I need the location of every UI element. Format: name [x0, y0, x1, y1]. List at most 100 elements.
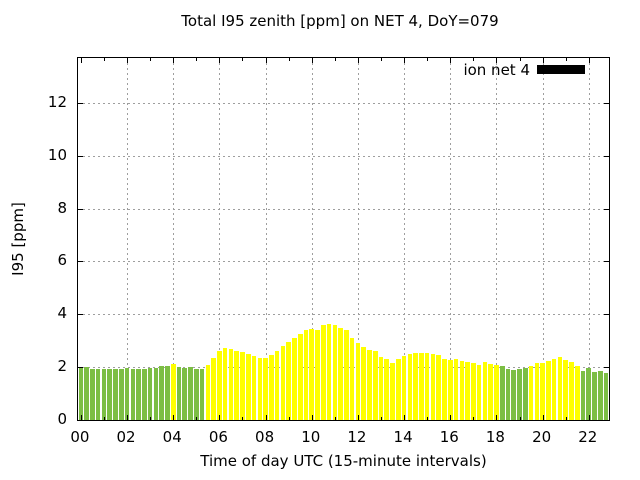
- bar: [286, 341, 291, 420]
- legend-swatch: [537, 65, 585, 74]
- bar: [176, 366, 182, 420]
- x-tick-bottom: [496, 415, 498, 420]
- x-tick-bottom: [427, 417, 429, 420]
- x-tick-top: [588, 58, 590, 63]
- x-tick-label: 04: [162, 428, 182, 446]
- bar: [245, 354, 251, 420]
- x-tick-bottom: [450, 415, 452, 420]
- gridline-vertical: [173, 58, 175, 420]
- x-tick-top: [450, 58, 452, 63]
- x-tick-label: 20: [532, 428, 552, 446]
- bar: [367, 349, 372, 420]
- bar: [471, 363, 476, 420]
- bar: [147, 368, 153, 420]
- gridline-horizontal: [78, 208, 609, 210]
- bar: [557, 357, 563, 420]
- x-tick-bottom: [103, 417, 105, 420]
- bar: [396, 358, 401, 420]
- x-tick-top: [288, 58, 290, 61]
- bar: [574, 366, 580, 420]
- bar: [442, 358, 447, 420]
- x-tick-label: 00: [70, 428, 90, 446]
- bar: [188, 367, 193, 420]
- bar: [603, 372, 609, 420]
- x-tick-bottom: [219, 415, 221, 420]
- bar: [170, 363, 176, 420]
- bar: [534, 362, 540, 420]
- bar: [419, 353, 424, 420]
- bar: [569, 362, 574, 420]
- bar: [540, 363, 545, 420]
- gridline-vertical: [219, 58, 221, 420]
- gridline-vertical: [542, 58, 544, 420]
- x-tick-top: [427, 58, 429, 61]
- x-tick-top: [80, 58, 82, 63]
- x-tick-bottom: [357, 415, 359, 420]
- bar: [499, 366, 505, 420]
- x-tick-bottom: [519, 417, 521, 420]
- x-tick-top: [127, 58, 129, 63]
- bar: [598, 370, 603, 420]
- bar: [165, 365, 170, 420]
- x-tick-top: [404, 58, 406, 63]
- x-tick-bottom: [404, 415, 406, 420]
- bar: [234, 350, 240, 420]
- bar: [211, 358, 216, 420]
- bar: [563, 360, 568, 420]
- x-tick-top: [496, 58, 498, 63]
- bar: [95, 369, 101, 420]
- bar: [528, 365, 534, 420]
- y-tick-label: 2: [57, 357, 67, 376]
- bar: [482, 362, 488, 420]
- x-tick-bottom: [242, 417, 244, 420]
- bar: [303, 330, 309, 420]
- bar: [580, 371, 586, 420]
- x-tick-label: 08: [255, 428, 275, 446]
- gridline-vertical: [588, 58, 590, 420]
- y-tick-left: [78, 155, 83, 157]
- x-tick-top: [219, 58, 221, 63]
- gridline-vertical: [496, 58, 498, 420]
- bar: [142, 369, 147, 420]
- bar: [338, 327, 343, 420]
- x-tick-bottom: [288, 417, 290, 420]
- x-tick-bottom: [381, 417, 383, 420]
- bar: [447, 359, 453, 420]
- x-tick-top: [542, 58, 544, 63]
- y-tick-right: [604, 261, 609, 263]
- gridline-vertical: [265, 58, 267, 420]
- y-tick-label: 4: [57, 304, 67, 323]
- x-tick-bottom: [127, 415, 129, 420]
- bar: [465, 361, 470, 420]
- x-tick-bottom: [565, 417, 567, 420]
- y-tick-label: 10: [47, 145, 67, 164]
- y-tick-right: [604, 208, 609, 210]
- x-tick-label: 06: [208, 428, 228, 446]
- y-tick-left: [78, 367, 83, 369]
- x-tick-top: [381, 58, 383, 61]
- x-tick-top: [473, 58, 475, 61]
- x-tick-bottom: [473, 417, 475, 420]
- x-tick-bottom: [311, 415, 313, 420]
- y-tick-right: [604, 155, 609, 157]
- x-tick-label: 10: [301, 428, 321, 446]
- x-tick-top: [311, 58, 313, 63]
- bar: [84, 367, 89, 420]
- x-tick-bottom: [196, 417, 198, 420]
- x-tick-top: [357, 58, 359, 63]
- bar: [217, 350, 222, 420]
- x-axis-label: Time of day UTC (15-minute intervals): [200, 452, 487, 470]
- bar: [511, 369, 517, 420]
- x-tick-bottom: [265, 415, 267, 420]
- x-tick-bottom: [334, 417, 336, 420]
- x-tick-bottom: [173, 415, 175, 420]
- bar: [78, 366, 84, 420]
- x-tick-top: [334, 58, 336, 61]
- x-tick-bottom: [588, 415, 590, 420]
- bar: [205, 364, 211, 420]
- y-tick-left: [78, 102, 83, 104]
- y-tick-left: [78, 208, 83, 210]
- bar: [320, 325, 326, 420]
- bar: [297, 334, 303, 420]
- bar: [390, 363, 395, 420]
